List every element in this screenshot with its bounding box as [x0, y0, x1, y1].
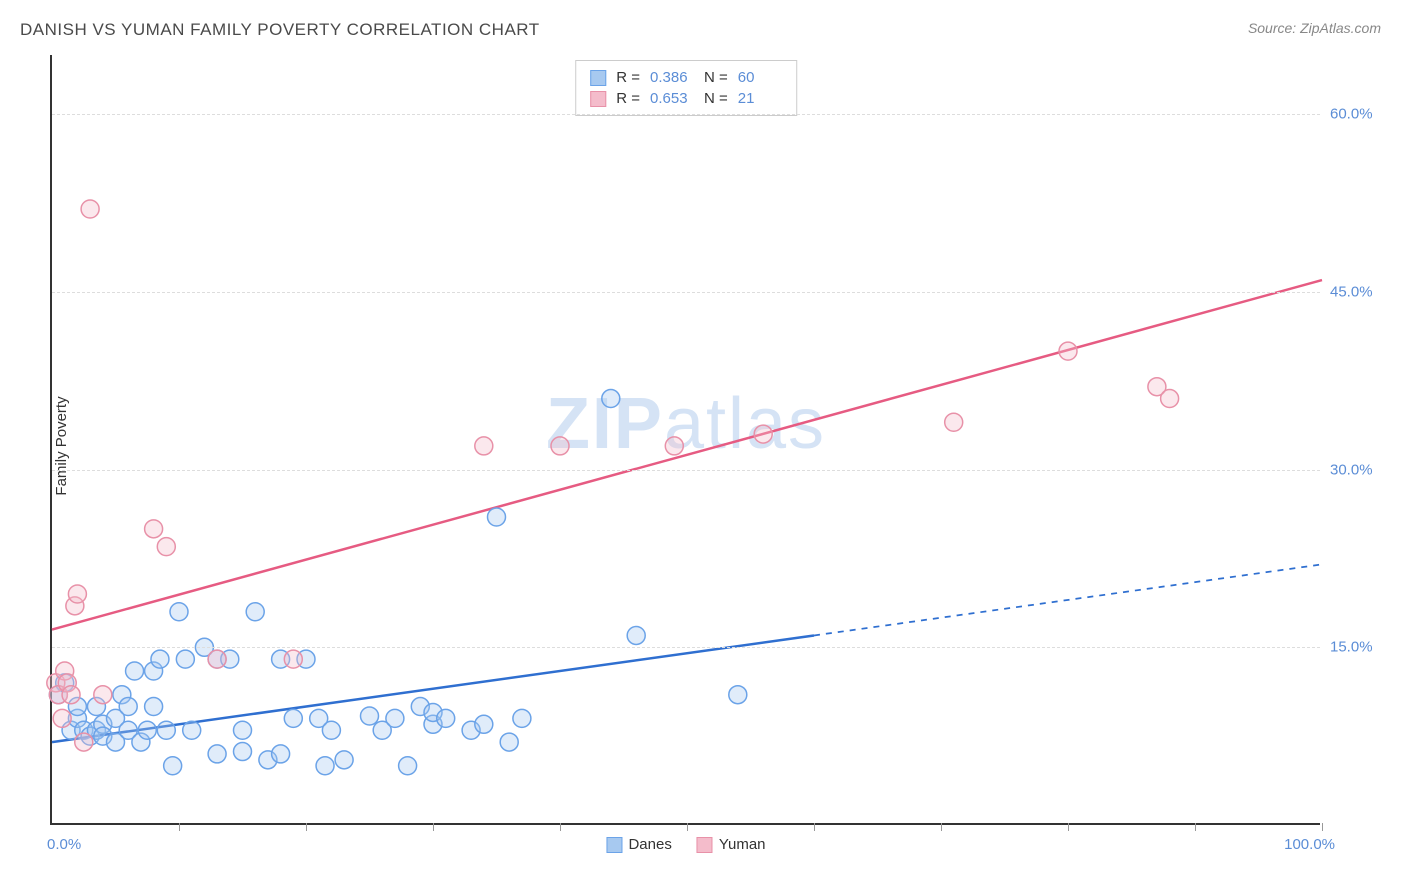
scatter-point: [551, 437, 569, 455]
scatter-point: [316, 757, 334, 775]
y-tick-label: 45.0%: [1330, 283, 1390, 300]
scatter-point: [399, 757, 417, 775]
scatter-point: [145, 698, 163, 716]
scatter-point: [62, 686, 80, 704]
x-axis-max-label: 100.0%: [1284, 836, 1335, 853]
gridline-h: [52, 470, 1320, 471]
scatter-point: [475, 715, 493, 733]
x-tick: [560, 823, 561, 831]
x-tick: [1068, 823, 1069, 831]
scatter-point: [145, 520, 163, 538]
x-tick: [433, 823, 434, 831]
x-tick: [1195, 823, 1196, 831]
gridline-h: [52, 292, 1320, 293]
scatter-point: [164, 757, 182, 775]
scatter-point: [234, 743, 252, 761]
scatter-point: [627, 626, 645, 644]
scatter-point: [386, 709, 404, 727]
scatter-point: [170, 603, 188, 621]
x-tick: [179, 823, 180, 831]
scatter-point: [754, 425, 772, 443]
legend-item: Yuman: [697, 836, 766, 853]
scatter-point: [945, 413, 963, 431]
bottom-legend: Danes Yuman: [606, 836, 765, 853]
y-tick-label: 30.0%: [1330, 461, 1390, 478]
trendline: [52, 280, 1322, 629]
scatter-point: [500, 733, 518, 751]
chart-title: DANISH VS YUMAN FAMILY POVERTY CORRELATI…: [20, 20, 540, 40]
source-label: Source: ZipAtlas.com: [1248, 20, 1381, 36]
chart-container: DANISH VS YUMAN FAMILY POVERTY CORRELATI…: [0, 0, 1406, 892]
scatter-point: [183, 721, 201, 739]
scatter-point: [513, 709, 531, 727]
scatter-point: [75, 733, 93, 751]
legend-swatch: [606, 837, 622, 853]
scatter-point: [284, 650, 302, 668]
scatter-point: [1059, 342, 1077, 360]
scatter-point: [157, 538, 175, 556]
scatter-point: [208, 650, 226, 668]
scatter-point: [151, 650, 169, 668]
scatter-point: [488, 508, 506, 526]
scatter-point: [119, 698, 137, 716]
plot-area: ZIPatlas R = 0.386 N = 60 R = 0.653 N = …: [50, 55, 1320, 825]
legend-label: Danes: [628, 836, 671, 853]
scatter-point: [234, 721, 252, 739]
scatter-point: [68, 585, 86, 603]
legend-item: Danes: [606, 836, 671, 853]
scatter-point: [475, 437, 493, 455]
scatter-point: [361, 707, 379, 725]
scatter-point: [246, 603, 264, 621]
x-tick: [1322, 823, 1323, 831]
x-tick: [306, 823, 307, 831]
x-axis-min-label: 0.0%: [47, 836, 81, 853]
gridline-h: [52, 114, 1320, 115]
scatter-point: [335, 751, 353, 769]
y-tick-label: 15.0%: [1330, 639, 1390, 656]
trendline-dashed: [814, 564, 1322, 635]
y-tick-label: 60.0%: [1330, 106, 1390, 123]
scatter-point: [1161, 390, 1179, 408]
legend-label: Yuman: [719, 836, 766, 853]
scatter-point: [437, 709, 455, 727]
scatter-point: [94, 686, 112, 704]
scatter-point: [157, 721, 175, 739]
x-tick: [941, 823, 942, 831]
gridline-h: [52, 647, 1320, 648]
chart-svg: [52, 55, 1320, 823]
scatter-point: [81, 200, 99, 218]
scatter-point: [284, 709, 302, 727]
scatter-point: [665, 437, 683, 455]
scatter-point: [208, 745, 226, 763]
scatter-point: [126, 662, 144, 680]
legend-swatch: [697, 837, 713, 853]
scatter-point: [602, 390, 620, 408]
scatter-point: [272, 745, 290, 763]
x-tick: [814, 823, 815, 831]
x-tick: [687, 823, 688, 831]
scatter-point: [176, 650, 194, 668]
scatter-point: [53, 709, 71, 727]
scatter-point: [138, 721, 156, 739]
scatter-point: [322, 721, 340, 739]
scatter-point: [729, 686, 747, 704]
